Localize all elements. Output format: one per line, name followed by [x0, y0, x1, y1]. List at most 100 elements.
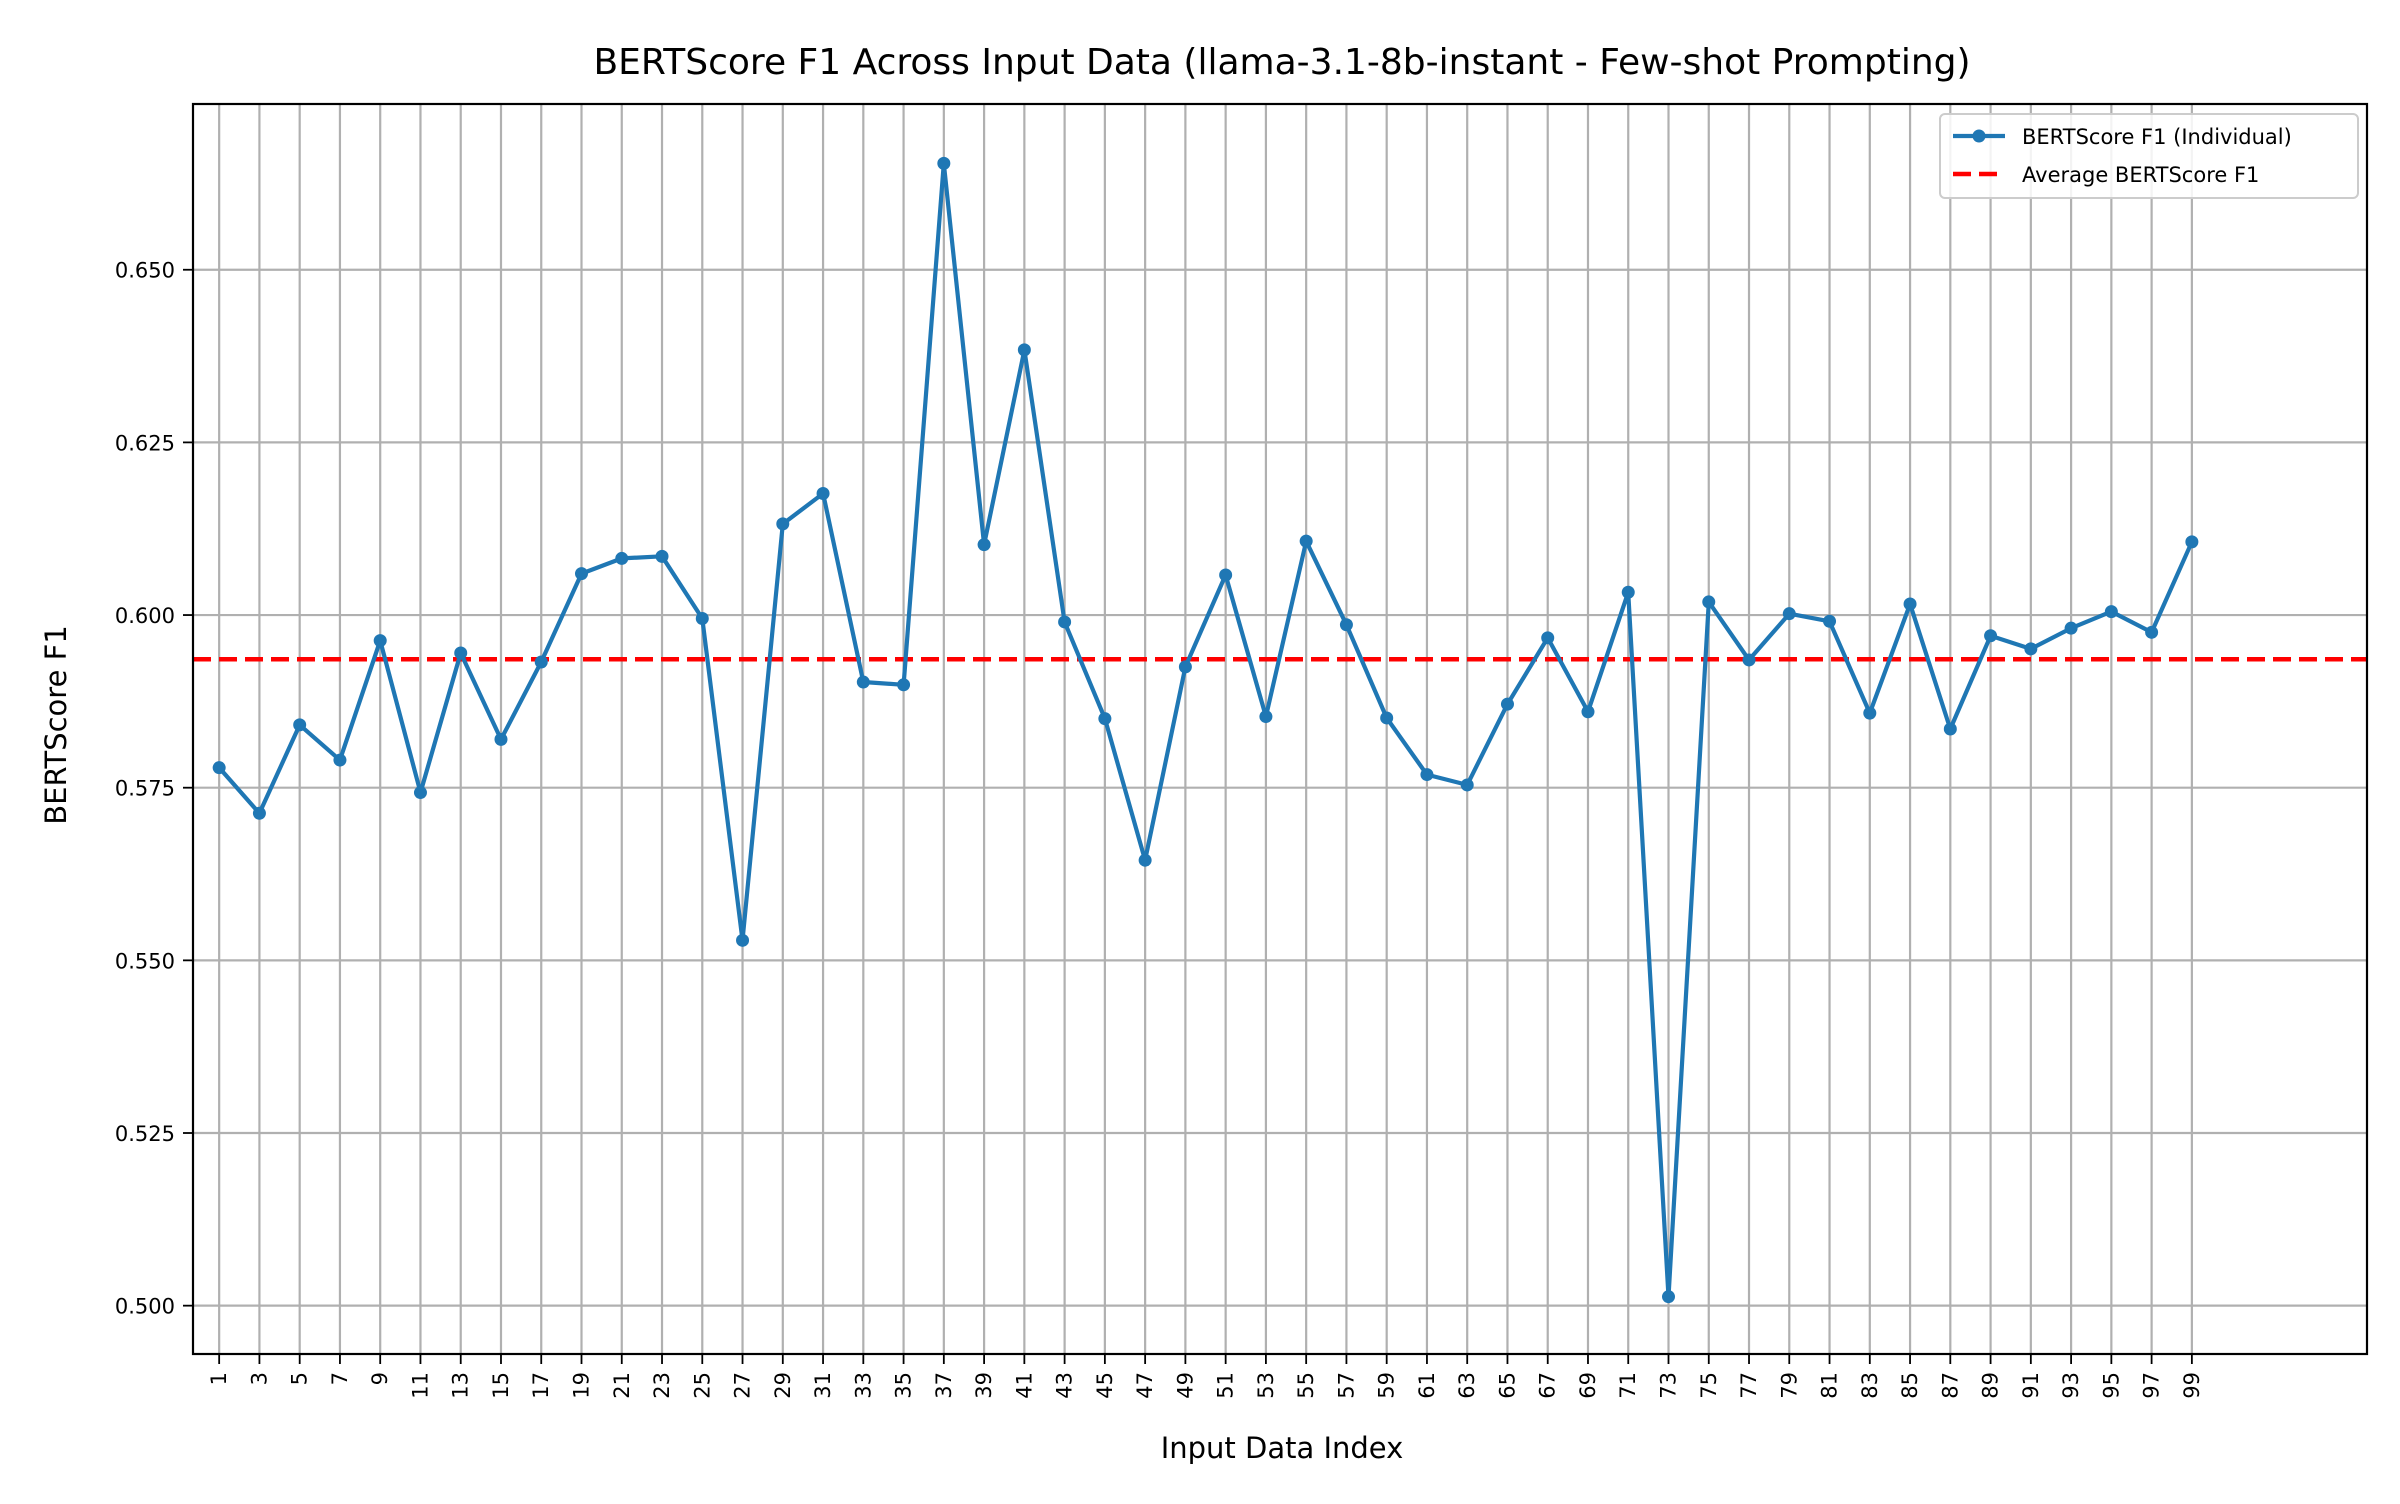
data-point	[1058, 615, 1072, 629]
data-point	[1782, 607, 1796, 621]
x-tick-label: 27	[731, 1372, 755, 1399]
x-tick-label: 97	[2140, 1372, 2164, 1399]
data-point	[1662, 1290, 1676, 1304]
y-tick-label: 0.575	[115, 777, 175, 801]
data-point	[1138, 853, 1152, 867]
x-tick-label: 87	[1938, 1372, 1962, 1399]
data-point	[413, 786, 427, 800]
x-tick-label: 1	[207, 1372, 231, 1385]
data-point	[1380, 711, 1394, 725]
data-point	[1943, 722, 1957, 736]
data-point	[1339, 618, 1353, 632]
x-tick-label: 43	[1053, 1372, 1077, 1399]
x-tick-label: 81	[1818, 1372, 1842, 1399]
y-tick-label: 0.625	[115, 431, 175, 455]
x-tick-label: 57	[1334, 1372, 1358, 1399]
x-tick-label: 99	[2180, 1372, 2204, 1399]
chart-title: BERTScore F1 Across Input Data (llama-3.…	[593, 42, 1970, 83]
x-tick-label: 55	[1294, 1372, 1318, 1399]
data-point	[534, 655, 548, 669]
x-tick-label: 29	[771, 1372, 795, 1399]
x-tick-label: 9	[368, 1372, 392, 1385]
x-tick-label: 31	[811, 1372, 835, 1399]
x-tick-label: 71	[1616, 1372, 1640, 1399]
x-tick-label: 69	[1576, 1372, 1600, 1399]
data-point	[977, 538, 991, 552]
x-tick-label: 19	[570, 1372, 594, 1399]
data-point	[1823, 614, 1837, 628]
x-tick-label: 41	[1012, 1372, 1036, 1399]
y-tick-label: 0.650	[115, 259, 175, 283]
data-point	[897, 678, 911, 692]
data-point	[1541, 631, 1555, 645]
y-tick-label: 0.500	[115, 1295, 175, 1319]
data-point	[252, 806, 266, 820]
x-tick-label: 37	[932, 1372, 956, 1399]
data-point	[1219, 568, 1233, 582]
series-line-individual	[217, 161, 2194, 1299]
legend-label-individual: BERTScore F1 (Individual)	[2022, 125, 2292, 149]
y-tick-label: 0.550	[115, 949, 175, 973]
y-tick-label: 0.600	[115, 604, 175, 628]
series-layer	[212, 156, 2199, 1304]
data-point	[776, 517, 790, 531]
axes: 1 3 5 7 9 11 13 15 17 19 21 23 25 27 29 31 33 35 37 39 41 43 4…	[115, 102, 2369, 1399]
data-point	[695, 612, 709, 626]
data-point	[615, 551, 629, 565]
data-point	[2145, 625, 2159, 639]
x-tick-label: 39	[972, 1372, 996, 1399]
data-point	[937, 156, 951, 170]
data-point	[1259, 710, 1273, 724]
data-point	[293, 718, 307, 732]
data-point	[1500, 697, 1514, 711]
legend-label-average: Average BERTScore F1	[2022, 163, 2259, 187]
x-tick-label: 89	[1979, 1372, 2003, 1399]
x-tick-label: 53	[1254, 1372, 1278, 1399]
x-tick-label: 47	[1133, 1372, 1157, 1399]
x-tick-label: 61	[1415, 1372, 1439, 1399]
x-tick-label: 21	[610, 1372, 634, 1399]
data-point	[212, 761, 226, 775]
x-tick-label: 49	[1173, 1372, 1197, 1399]
x-tick-label: 5	[288, 1372, 312, 1385]
data-point	[373, 634, 387, 648]
x-tick-label: 3	[247, 1372, 271, 1385]
data-point	[816, 487, 830, 501]
legend-marker-individual-dot	[1972, 129, 1986, 143]
data-point	[2185, 535, 2199, 549]
x-tick-label: 79	[1777, 1372, 1801, 1399]
data-point	[494, 732, 508, 746]
grid	[193, 104, 2367, 1354]
x-tick-label: 83	[1858, 1372, 1882, 1399]
data-point	[575, 567, 589, 581]
x-tick-label: 67	[1536, 1372, 1560, 1399]
data-point	[1581, 705, 1595, 719]
y-tick-label: 0.525	[115, 1122, 175, 1146]
legend-box	[1939, 113, 2359, 199]
data-point	[736, 933, 750, 947]
data-point	[1863, 706, 1877, 720]
data-point	[1460, 778, 1474, 792]
data-point	[1742, 653, 1756, 667]
x-tick-label: 73	[1657, 1372, 1681, 1399]
data-point	[655, 549, 669, 563]
data-point	[2024, 642, 2038, 656]
data-point	[333, 753, 347, 767]
y-axis-label: BERTScore F1	[39, 625, 73, 825]
data-point	[1098, 712, 1112, 726]
x-tick-label: 59	[1375, 1372, 1399, 1399]
data-point	[1299, 534, 1313, 548]
data-point	[1420, 768, 1434, 782]
data-point	[1984, 629, 1998, 643]
x-tick-label: 93	[2059, 1372, 2083, 1399]
x-tick-label: 63	[1455, 1372, 1479, 1399]
data-point	[1621, 585, 1635, 599]
x-tick-label: 51	[1214, 1372, 1238, 1399]
plot-frame	[191, 102, 2369, 1356]
x-tick-label: 85	[1898, 1372, 1922, 1399]
data-point	[2064, 621, 2078, 635]
data-point	[1702, 595, 1716, 609]
x-tick-label: 7	[328, 1372, 352, 1385]
